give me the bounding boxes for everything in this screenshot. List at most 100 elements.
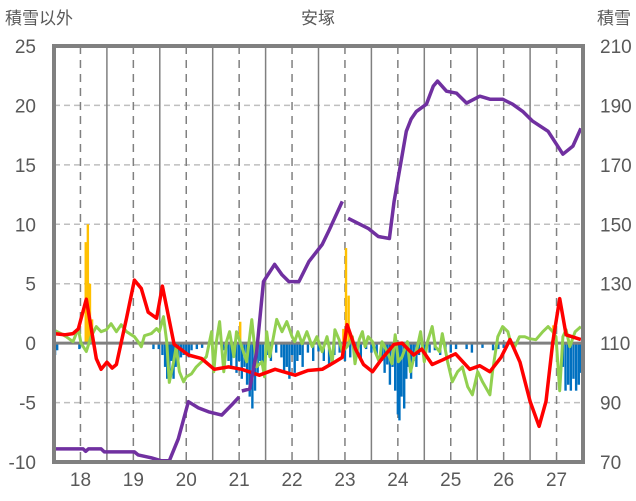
- bar-blue: [402, 343, 406, 409]
- bar-blue: [222, 343, 225, 351]
- bar-blue: [394, 343, 397, 391]
- x-tick-label: 18: [70, 470, 91, 491]
- plot-frame: [52, 44, 585, 464]
- bar-blue: [190, 343, 193, 351]
- x-tick-label: 24: [387, 470, 409, 491]
- bar-blue: [481, 343, 484, 348]
- left-axis-title: 積雪以外: [5, 9, 73, 29]
- bar-blue: [288, 343, 291, 379]
- bar-blue: [449, 343, 452, 353]
- gridlines: [54, 46, 583, 462]
- bar-blue: [78, 343, 81, 350]
- bar-blue: [312, 343, 315, 361]
- bar-blue: [227, 343, 230, 361]
- x-tick-label: 22: [281, 470, 302, 491]
- y-tick-label-left: 0: [25, 334, 36, 355]
- x-tick-label: 25: [440, 470, 461, 491]
- bar-blue: [285, 343, 288, 367]
- bar-orange: [86, 224, 90, 344]
- bar-blue: [322, 343, 325, 361]
- bar-blue: [566, 343, 570, 385]
- bar-blue: [564, 343, 567, 391]
- bar-blue: [338, 343, 341, 353]
- bar-blue: [579, 343, 583, 373]
- bar-blue: [409, 343, 413, 379]
- bar-blue: [168, 343, 171, 373]
- bar-blue: [454, 343, 458, 350]
- bar-blue: [470, 343, 474, 353]
- y-tick-label-left: 15: [15, 156, 36, 177]
- bar-blue: [280, 343, 283, 358]
- x-tick-label: 21: [229, 470, 250, 491]
- bar-blue: [428, 343, 431, 353]
- bar-orange: [239, 321, 242, 344]
- bar-blue: [161, 343, 164, 356]
- series-purple-snow-depth-line: [347, 79, 583, 241]
- bar-orange: [342, 328, 345, 344]
- y-tick-label-right: 150: [600, 215, 632, 236]
- bar-blue: [152, 343, 155, 350]
- series-red-line: [53, 278, 582, 429]
- bar-blue: [577, 343, 580, 385]
- bar-blue: [343, 343, 347, 361]
- x-tick-label: 19: [123, 470, 144, 491]
- bar-orange: [344, 248, 348, 344]
- y-tick-label-right: 170: [600, 156, 632, 177]
- bar-blue: [491, 343, 495, 351]
- y-tick-label-left: -5: [19, 394, 36, 415]
- bar-blue: [398, 343, 401, 421]
- y-tick-label-right: 90: [600, 394, 621, 415]
- y-tick-label-right: 70: [600, 453, 621, 474]
- y-tick-label-right: 210: [600, 37, 632, 58]
- bar-blue: [195, 343, 199, 350]
- bar-blue: [574, 343, 578, 391]
- y-tick-label-left: 25: [15, 37, 36, 58]
- bar-blue: [163, 343, 167, 367]
- bar-blue: [282, 343, 286, 373]
- bar-blue: [200, 343, 204, 348]
- bar-blue: [187, 343, 191, 358]
- y-tick-label-left: 5: [25, 275, 36, 296]
- y-tick-label-right: 130: [600, 275, 632, 296]
- bar-blue: [230, 343, 233, 367]
- series-purple-snow-depth-line: [241, 200, 344, 393]
- series-purple-snow-depth-line: [54, 395, 241, 463]
- bar-blue: [405, 343, 408, 379]
- series-green-line: [53, 315, 582, 397]
- y-tick-label-left: -10: [9, 453, 36, 474]
- y-tick-label-right: 190: [600, 96, 632, 117]
- bar-blue: [327, 343, 331, 367]
- bar-blue: [370, 343, 373, 353]
- bar-blue: [349, 343, 352, 358]
- right-axis-title: 積雪: [597, 9, 631, 29]
- bar-blue: [412, 343, 415, 361]
- bar-blue: [502, 343, 505, 348]
- bar-blue: [497, 343, 500, 350]
- y-tick-label-left: 10: [15, 215, 36, 236]
- bar-blue: [400, 343, 403, 397]
- series-lines: [53, 79, 583, 463]
- x-tick-label: 23: [334, 470, 355, 491]
- chart-title: 安塚: [301, 9, 335, 29]
- x-tick-label: 20: [176, 470, 197, 491]
- bar-blue: [240, 343, 243, 379]
- y-tick-label-right: 110: [600, 334, 630, 355]
- y-tick-label-left: 20: [15, 96, 36, 117]
- bar-blue: [317, 343, 320, 352]
- bar-blue: [235, 343, 238, 373]
- x-tick-label: 26: [493, 470, 514, 491]
- bar-blue: [237, 343, 241, 361]
- bar-blue: [259, 343, 262, 361]
- bar-blue: [293, 343, 296, 373]
- bar-blue: [245, 343, 249, 385]
- bar-blue: [55, 343, 59, 351]
- bar-blue: [298, 343, 302, 356]
- bar-blue: [569, 343, 573, 391]
- bar-blue: [301, 343, 304, 367]
- bar-blue: [359, 343, 363, 361]
- bar-blue: [396, 343, 400, 415]
- bar-blue: [261, 343, 265, 367]
- bar-blue: [274, 343, 278, 353]
- bar-blue: [248, 343, 251, 397]
